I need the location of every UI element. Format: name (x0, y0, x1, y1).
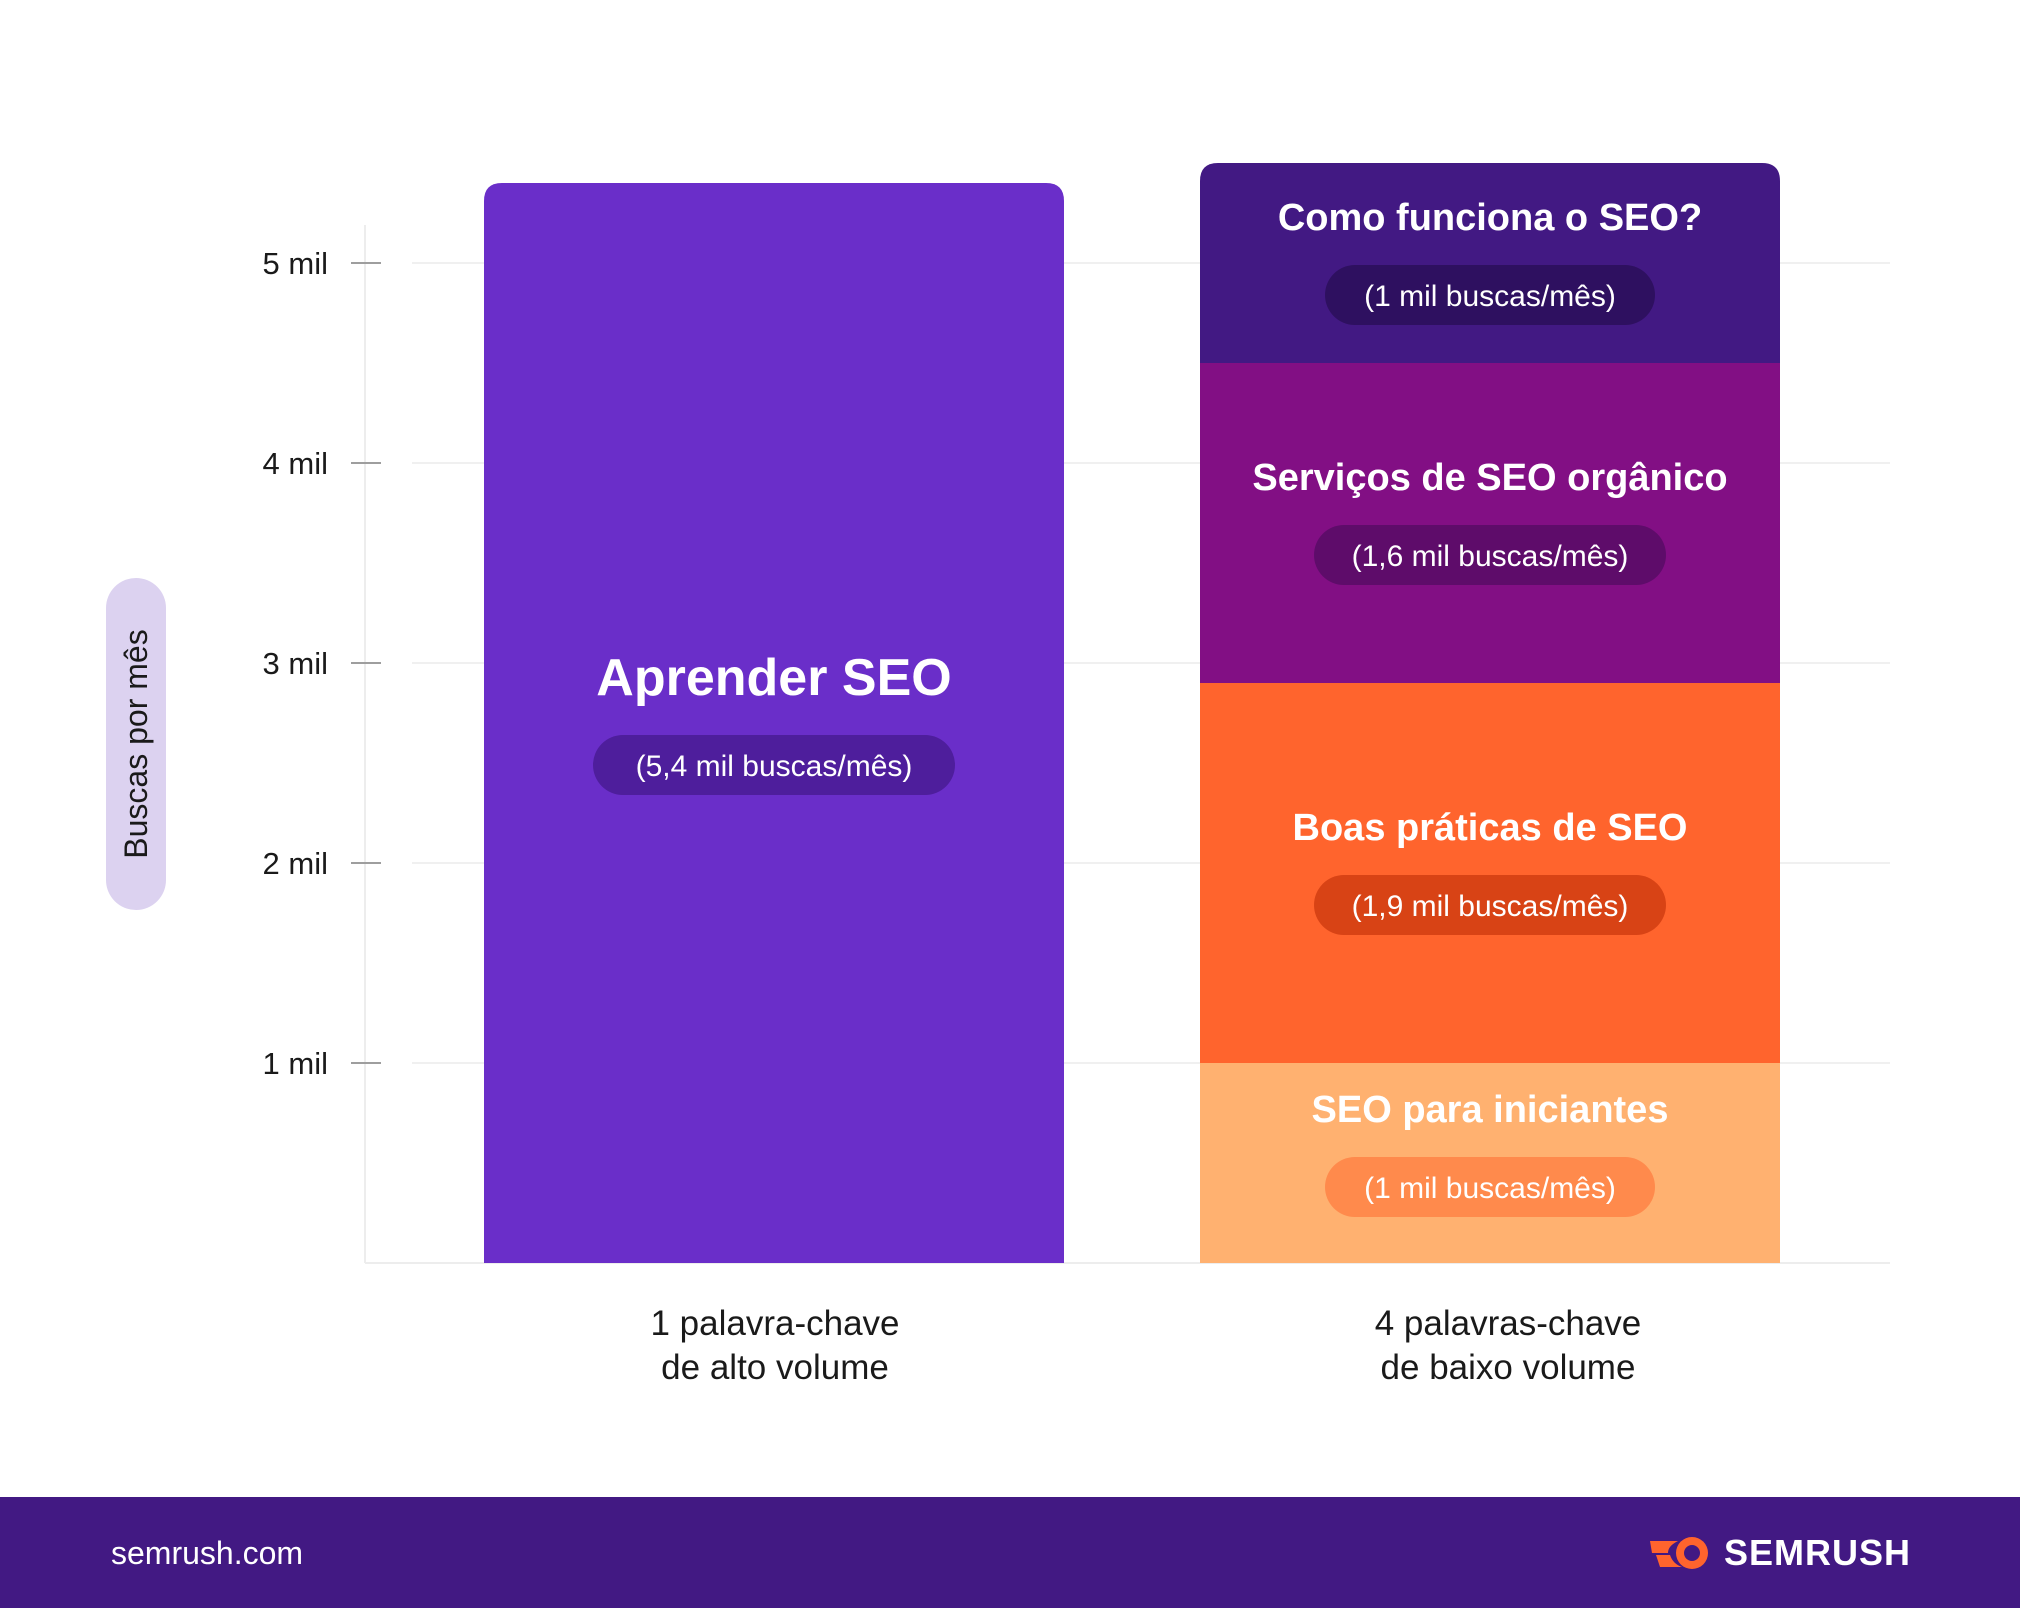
brand-logo[interactable]: SEMRUSH (1648, 1527, 1911, 1579)
segment-name: SEO para iniciantes (1312, 1089, 1669, 1131)
segment-value-label: (1 mil buscas/mês) (1364, 280, 1616, 313)
semrush-flame-icon (1649, 1537, 1708, 1569)
segment-value-label: (5,4 mil buscas/mês) (636, 750, 913, 783)
bar-segment (1200, 683, 1780, 1063)
y-tick-label: 1 mil (263, 1046, 328, 1081)
value-pill (593, 735, 955, 795)
value-pill (1325, 265, 1655, 325)
y-axis-label-pill (106, 578, 166, 910)
segment-name: Boas práticas de SEO (1293, 807, 1688, 849)
footer-bar: semrush.com SEMRUSH (0, 1497, 2020, 1608)
segment-name: Aprender SEO (596, 649, 951, 707)
value-pill (1325, 1157, 1655, 1217)
segment-value-label: (1,9 mil buscas/mês) (1352, 890, 1629, 923)
bar-segment (484, 183, 1064, 1263)
x-axis-labels: 1 palavra-chave de alto volume 4 palavras-… (650, 1304, 1641, 1387)
segment-value-label: (1,6 mil buscas/mês) (1352, 540, 1629, 573)
bar-group: SEO para iniciantes (1 mil buscas/mês) Boa… (1200, 163, 1780, 1263)
bars: Aprender SEO (5,4 mil buscas/mês) SEO para… (484, 163, 1780, 1263)
stacked-bar-chart: Buscas por mês 1 mil 2 mil 3 mil 4 mil 5 mil… (106, 163, 1890, 1387)
brand-name: SEMRUSH (1723, 1532, 1911, 1573)
segment-name: Como funciona o SEO? (1278, 197, 1702, 239)
y-tick-label: 3 mil (263, 646, 328, 681)
y-tick-label: 2 mil (263, 846, 328, 881)
segment-name: Serviços de SEO orgânico (1252, 457, 1727, 499)
y-tick-label: 4 mil (263, 446, 328, 481)
bar-segment (1200, 163, 1780, 363)
x-category-label: 4 palavras-chave (1375, 1304, 1642, 1343)
x-category-label: 1 palavra-chave (650, 1304, 899, 1343)
value-pill (1314, 525, 1666, 585)
x-category-label: de baixo volume (1381, 1348, 1636, 1387)
bar-group: Aprender SEO (5,4 mil buscas/mês) (484, 183, 1064, 1263)
y-tick-label: 5 mil (263, 246, 328, 281)
x-category-label: de alto volume (661, 1348, 889, 1387)
value-pill (1314, 875, 1666, 935)
footer-site[interactable]: semrush.com (111, 1535, 304, 1571)
y-axis-label: Buscas por mês (118, 629, 154, 858)
segment-value-label: (1 mil buscas/mês) (1364, 1172, 1616, 1205)
y-axis: Buscas por mês 1 mil 2 mil 3 mil 4 mil 5 mil (106, 246, 381, 1081)
bar-segment (1200, 363, 1780, 683)
